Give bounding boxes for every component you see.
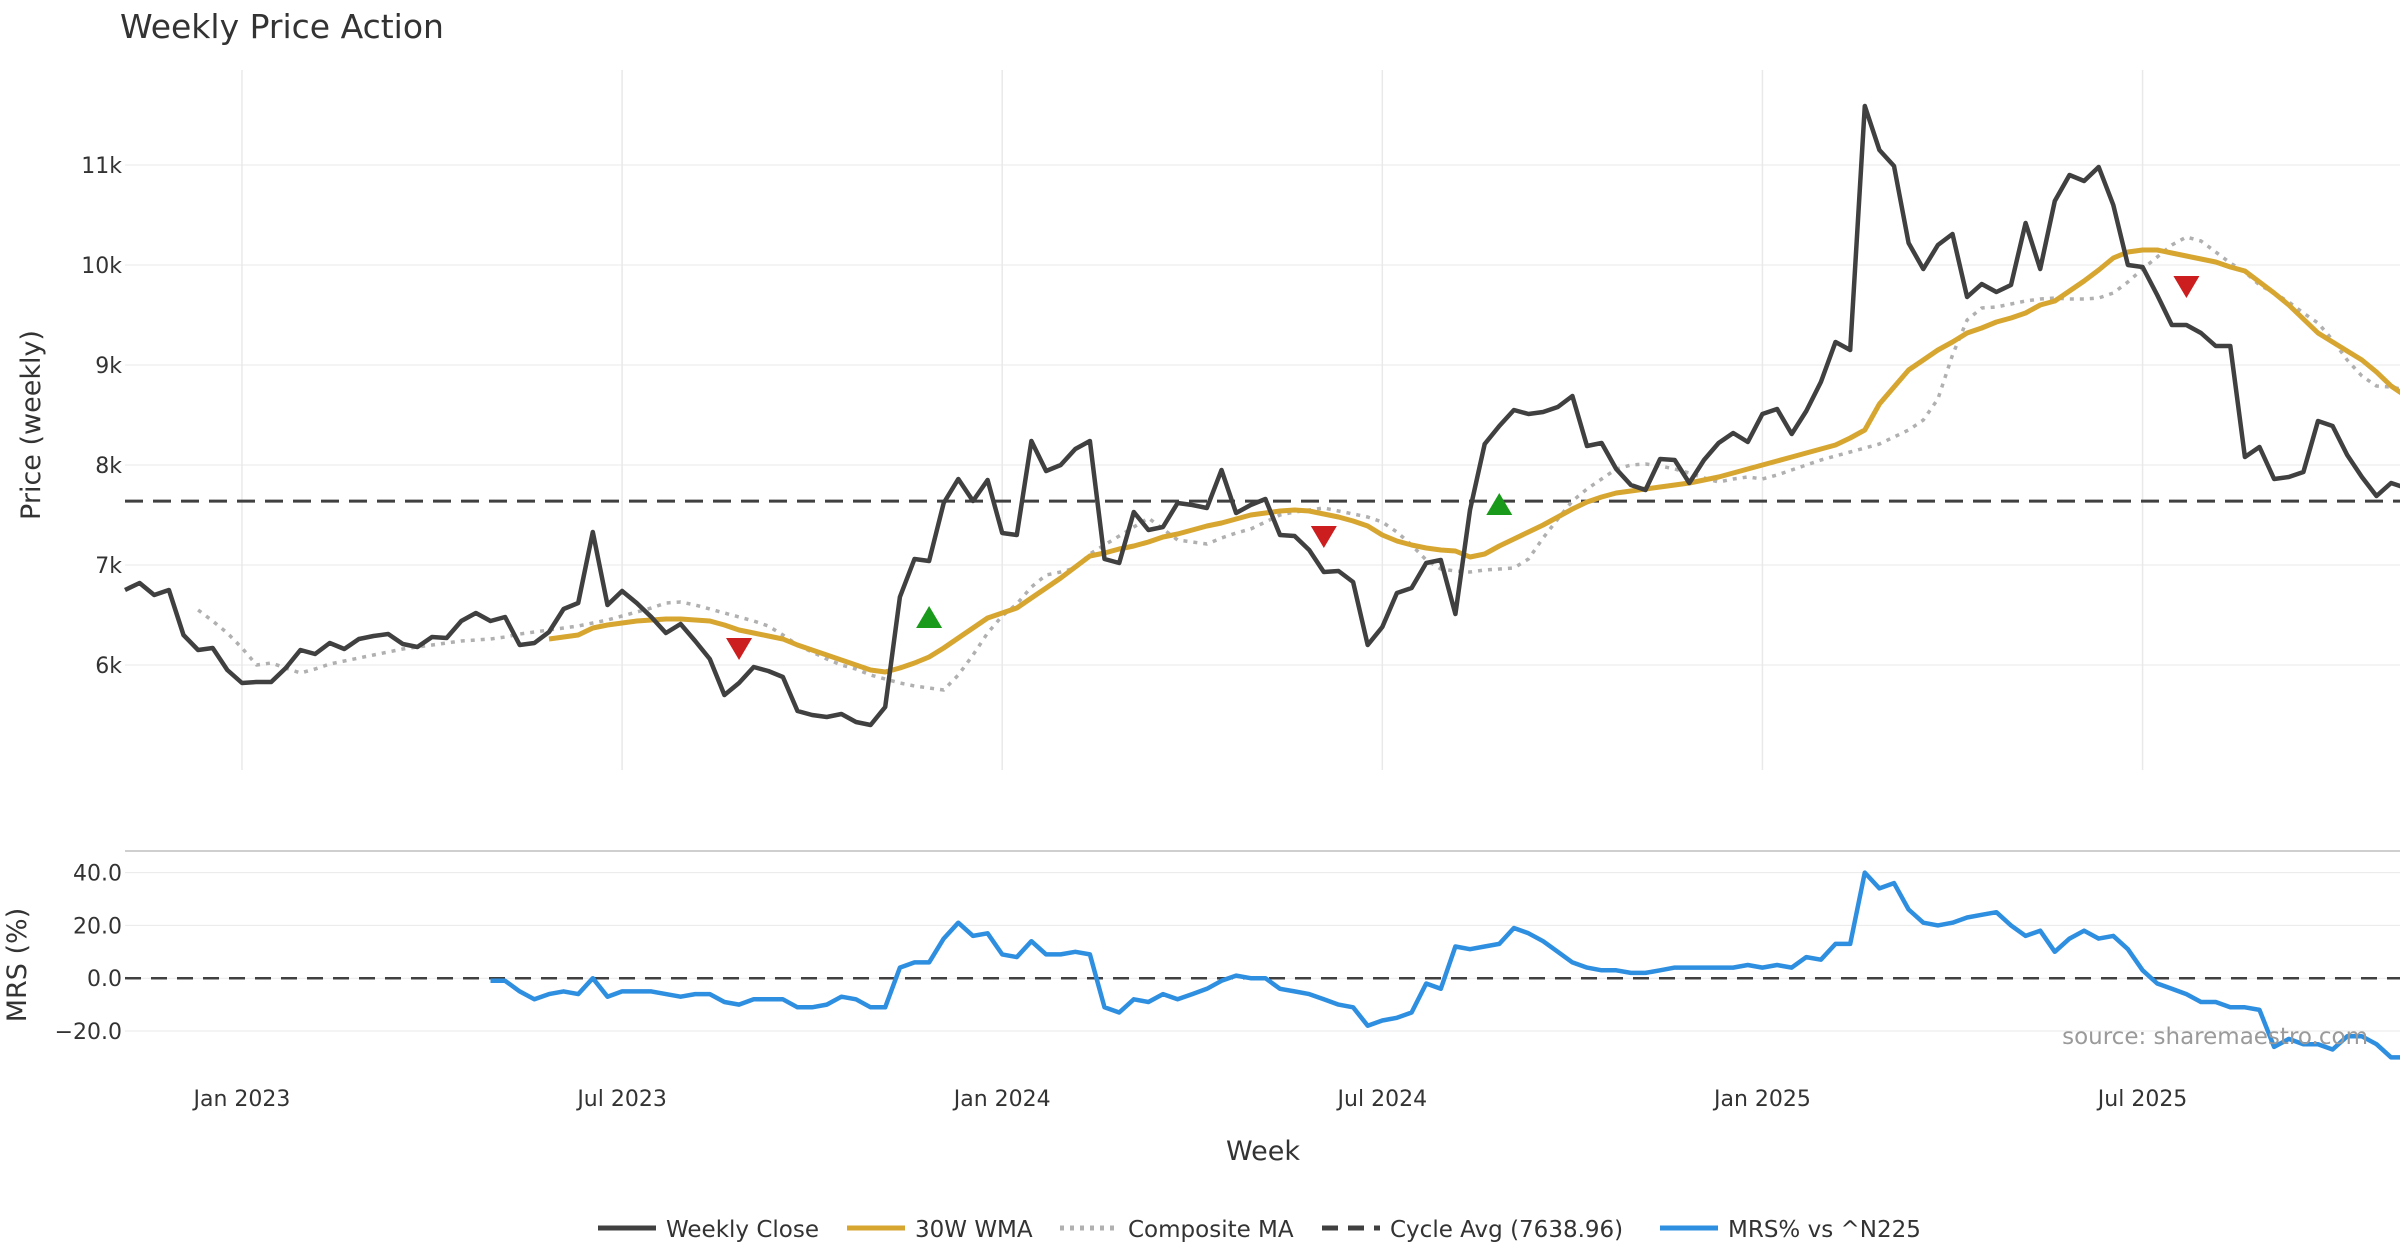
mrs-y-tick-label: 0.0	[87, 967, 122, 992]
mrs-y-tick-label: 40.0	[73, 862, 122, 887]
price-y-ticks: 6k 7k 8k 9k 10k 11k	[81, 154, 122, 679]
buy-signal-marker	[916, 606, 943, 628]
x-axis-title: Week	[1226, 1136, 1300, 1167]
chart-title: Weekly Price Action	[120, 7, 444, 46]
mrs-y-axis-title: MRS (%)	[2, 908, 33, 1023]
mrs-y-tick-label: 20.0	[73, 914, 122, 939]
price-y-tick-label: 11k	[81, 154, 122, 179]
price-gridlines	[125, 70, 2400, 770]
legend-label: MRS% vs ^N225	[1728, 1217, 1921, 1243]
x-tick-label: Jul 2024	[1336, 1087, 1428, 1112]
x-ticks: Jan 2023 Jul 2023 Jan 2024 Jul 2024 Jan 2025…	[192, 1087, 2188, 1112]
legend: Weekly Close 30W WMA Composite MA Cycle Avg…	[598, 1217, 1921, 1243]
x-tick-label: Jan 2023	[192, 1087, 291, 1112]
series-composite-ma	[197, 235, 2400, 692]
series-weekly-close	[124, 103, 2400, 728]
sell-signal-marker	[1310, 526, 1337, 548]
price-y-tick-label: 6k	[95, 654, 122, 679]
price-y-tick-label: 8k	[95, 454, 122, 479]
price-y-tick-label: 9k	[95, 354, 122, 379]
x-tick-label: Jul 2025	[2096, 1087, 2188, 1112]
series-mrs	[490, 870, 2400, 1060]
buy-signal-marker	[1486, 493, 1513, 515]
legend-label: Weekly Close	[666, 1217, 819, 1243]
legend-label: Cycle Avg (7638.96)	[1390, 1217, 1623, 1243]
mrs-y-tick-label: −20.0	[55, 1020, 122, 1045]
signal-markers	[726, 276, 2200, 660]
price-y-axis-title: Price (weekly)	[16, 330, 47, 520]
sell-signal-marker	[726, 638, 753, 660]
x-tick-label: Jan 2024	[952, 1087, 1051, 1112]
mrs-y-ticks: −20.0 0.0 20.0 40.0	[55, 862, 122, 1045]
x-tick-label: Jul 2023	[575, 1087, 667, 1112]
legend-label: 30W WMA	[915, 1217, 1033, 1243]
series-30w-wma	[548, 247, 2400, 675]
legend-label: Composite MA	[1128, 1217, 1294, 1243]
source-note: source: sharemaestro.com	[2062, 1024, 2368, 1050]
x-tick-label: Jan 2025	[1712, 1087, 1811, 1112]
price-y-tick-label: 7k	[95, 554, 122, 579]
sell-signal-marker	[2173, 276, 2200, 298]
price-y-tick-label: 10k	[81, 254, 122, 279]
